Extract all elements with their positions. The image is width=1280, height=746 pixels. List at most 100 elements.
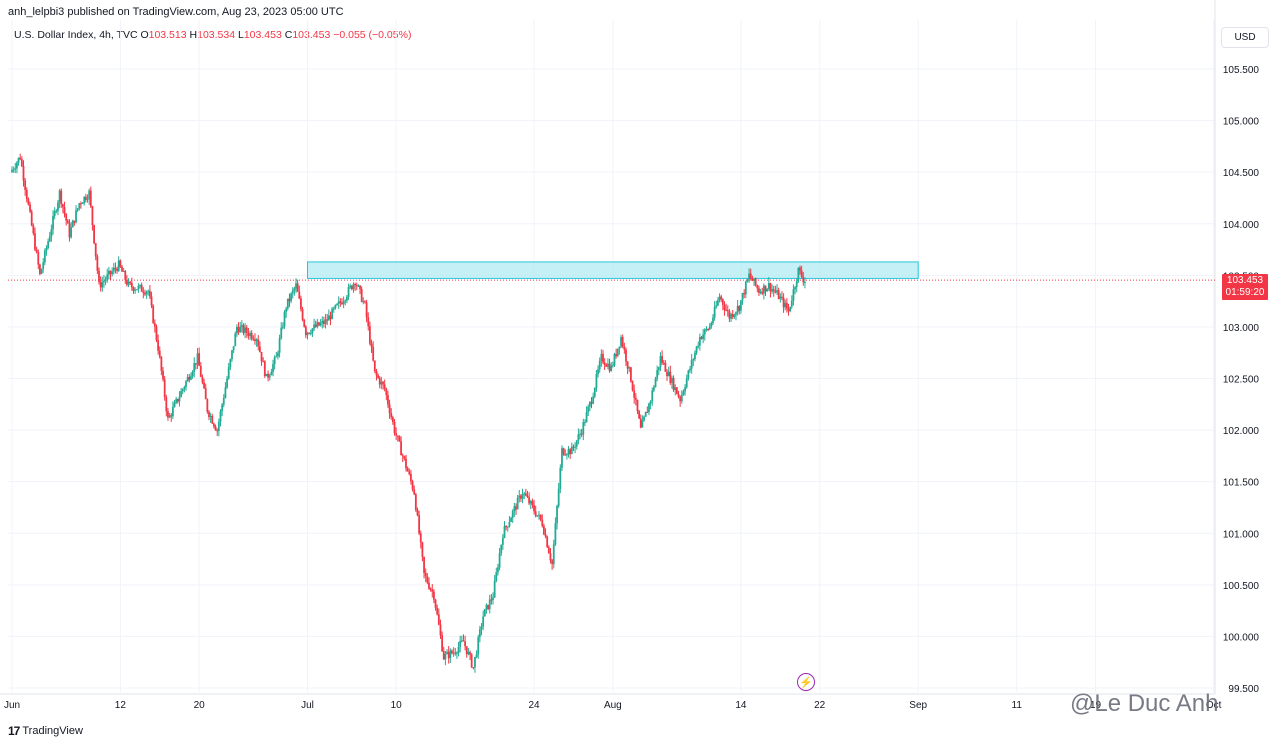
candle-body <box>183 387 186 390</box>
open-label: O <box>140 29 149 41</box>
candle-body <box>99 281 102 288</box>
candle-body <box>22 166 25 181</box>
candle-body <box>574 446 576 448</box>
candle-body <box>142 291 145 293</box>
candle-body <box>460 640 463 642</box>
candle-body <box>411 481 414 490</box>
candle-body <box>462 640 465 642</box>
candle-body <box>48 236 51 242</box>
candle-body <box>385 388 388 396</box>
candle-body <box>543 525 545 535</box>
candle-body <box>257 339 260 347</box>
candle-body <box>236 326 238 334</box>
candle-body <box>127 281 130 285</box>
candle-body <box>290 293 292 302</box>
candle-body <box>554 523 557 545</box>
candle-body <box>162 370 164 380</box>
candle-body <box>667 371 670 376</box>
candle-body <box>88 190 91 200</box>
candle-body <box>674 387 677 390</box>
x-tick-label: Sep <box>909 700 927 711</box>
candle-body <box>112 267 115 272</box>
candle-body <box>263 361 266 377</box>
candle-body <box>692 359 695 361</box>
candle-body <box>500 544 503 554</box>
candle-body <box>633 390 636 398</box>
candle-body <box>180 391 182 398</box>
candle-body <box>802 276 805 283</box>
candle-body <box>57 202 59 211</box>
candle-body <box>145 291 148 295</box>
candle-body <box>698 337 701 346</box>
candle-body <box>188 377 191 380</box>
tradingview-logo[interactable]: 17 TradingView <box>8 724 83 738</box>
candle-body <box>37 251 40 265</box>
candle-body <box>107 270 110 275</box>
candle-body <box>80 203 82 205</box>
candle-body <box>621 337 624 347</box>
candle-body <box>516 497 519 510</box>
candle-body <box>759 291 762 293</box>
candle-body <box>753 278 755 281</box>
x-tick-label: 11 <box>1012 700 1023 711</box>
currency-button[interactable]: USD <box>1221 27 1269 48</box>
candle-body <box>83 196 86 204</box>
candle-body <box>511 510 514 518</box>
candle-body <box>89 190 92 207</box>
candle-body <box>382 381 384 385</box>
x-tick-label: 10 <box>391 700 403 711</box>
candle-body <box>104 279 107 281</box>
candle-body <box>520 495 522 499</box>
candle-body <box>754 278 757 286</box>
candle-body <box>743 293 746 295</box>
candle-body <box>428 582 430 589</box>
candle-body <box>575 440 578 447</box>
candle-body <box>705 329 708 331</box>
candle-body <box>419 533 422 543</box>
candle-body <box>209 416 212 418</box>
candle-body <box>216 430 219 432</box>
candle-body <box>561 448 563 468</box>
candle-body <box>682 391 685 395</box>
candle-body <box>73 220 76 223</box>
candle-body <box>61 204 64 208</box>
x-tick-label: 12 <box>115 700 127 711</box>
candle-body <box>403 456 406 459</box>
candle-body <box>273 357 276 365</box>
candle-body <box>313 324 315 329</box>
candle-body <box>173 402 176 408</box>
candle-body <box>533 505 535 512</box>
candle-body <box>121 266 123 272</box>
candle-body <box>396 435 399 437</box>
candle-body <box>239 326 242 333</box>
candle-body <box>346 296 348 301</box>
candle-body <box>383 384 386 389</box>
candle-body <box>767 283 770 289</box>
candle-body <box>643 416 645 421</box>
candle-body <box>508 521 511 527</box>
candle-body <box>237 326 240 333</box>
candle-body <box>111 271 114 275</box>
candle-body <box>708 326 711 330</box>
candle-body <box>406 468 409 472</box>
candle-body <box>81 203 84 205</box>
candle-body <box>597 369 599 374</box>
candle-body <box>449 650 452 659</box>
candle-body <box>308 332 311 334</box>
candle-body <box>437 614 440 625</box>
candle-body <box>298 291 301 299</box>
candle-body <box>50 229 53 237</box>
candle-body <box>373 360 376 371</box>
candle-body <box>771 289 773 292</box>
x-tick-label: 20 <box>194 700 206 711</box>
lightning-icon[interactable]: ⚡ <box>797 673 815 691</box>
candle-body <box>20 159 23 167</box>
y-tick-label: 102.500 <box>1223 375 1260 386</box>
candle-body <box>139 284 141 286</box>
candle-body <box>467 651 470 655</box>
candle-body <box>268 375 271 378</box>
symbol-name[interactable]: U.S. Dollar Index, 4h, TVC <box>14 29 138 41</box>
candle-body <box>726 310 729 312</box>
candle-body <box>327 315 330 321</box>
